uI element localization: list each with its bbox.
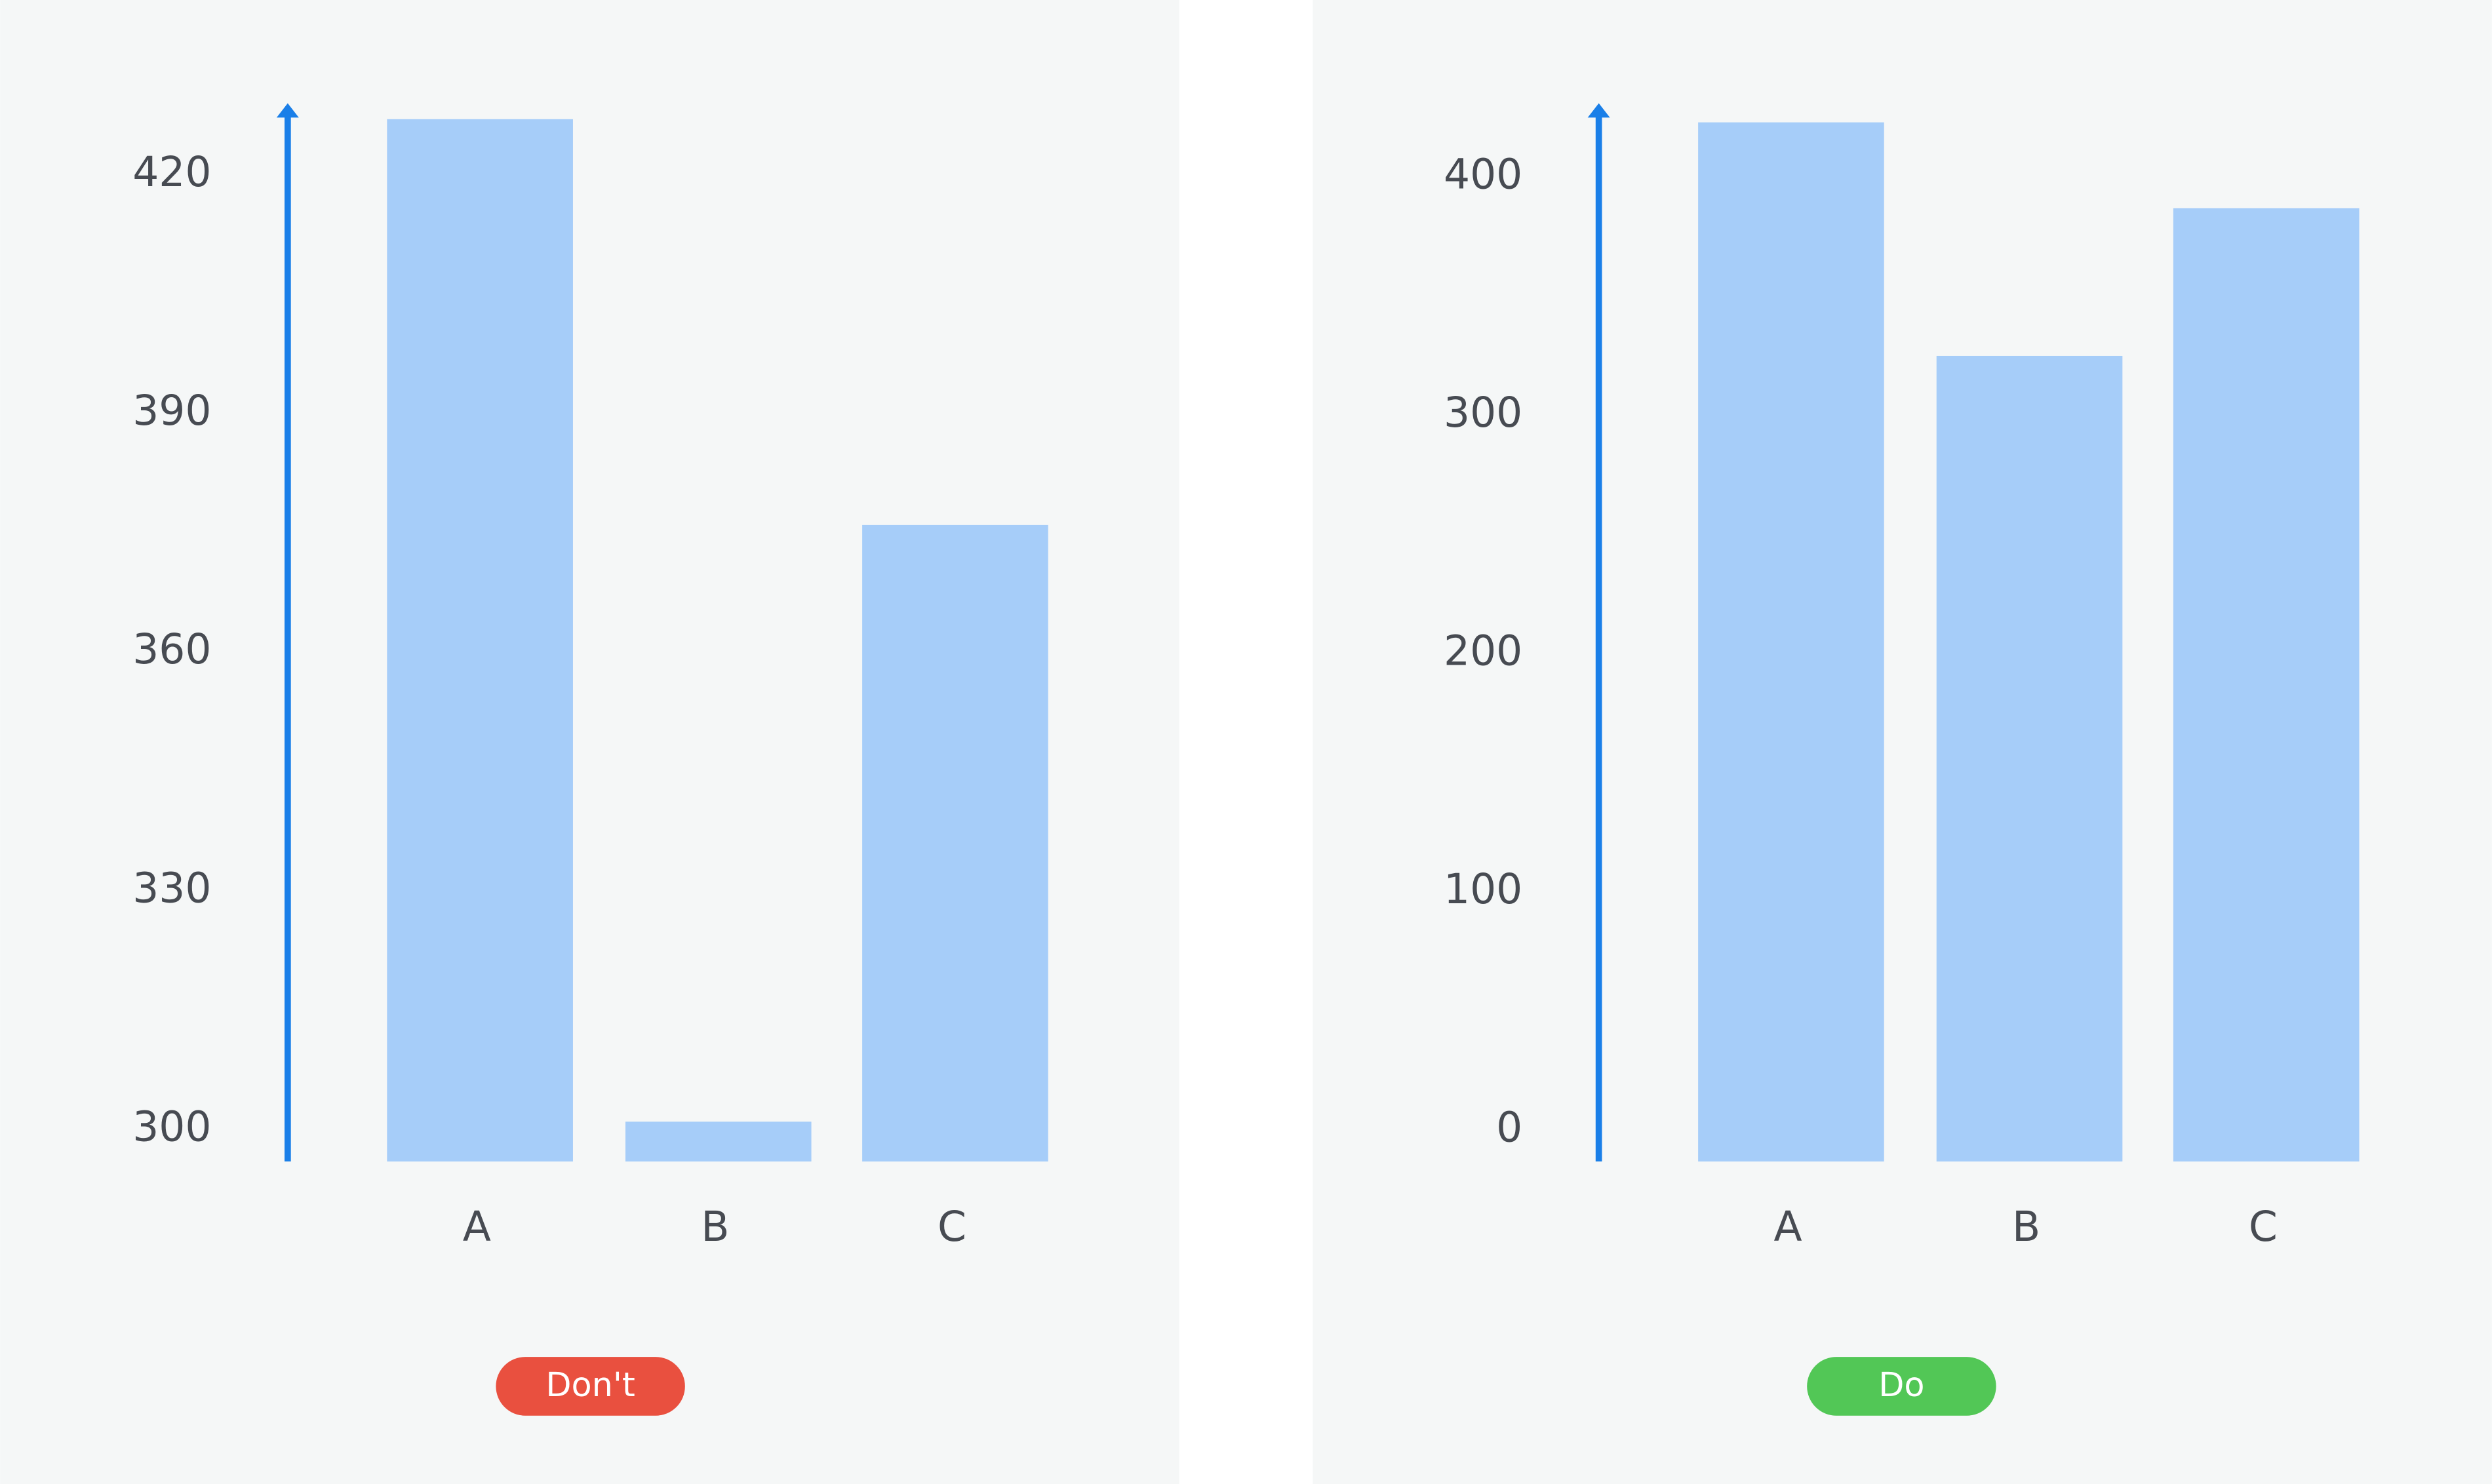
x-tick-label: C [2249, 1203, 2278, 1251]
x-tick-label: A [1774, 1203, 1802, 1251]
y-tick-label: 300 [132, 1103, 211, 1150]
annotation-label: Don't [545, 1366, 635, 1405]
bar [625, 1122, 812, 1162]
x-tick-label: C [938, 1203, 966, 1251]
y-tick-label: 400 [1444, 150, 1522, 198]
y-tick-label: 0 [1496, 1104, 1522, 1152]
y-tick-label: 200 [1444, 627, 1522, 675]
chart: 300 330 360 390 420 A B C Don't [132, 103, 1048, 1416]
bar [1936, 355, 2123, 1162]
x-tick-label: A [463, 1203, 491, 1251]
x-tick-label: B [2012, 1203, 2040, 1251]
bar [2173, 208, 2360, 1162]
annotation-badge [496, 1357, 685, 1416]
y-tick-label: 100 [1444, 865, 1522, 913]
x-tick-label: B [701, 1203, 729, 1251]
bar [862, 524, 1048, 1162]
chart: 0 100 200 300 400 A B C Do [1444, 103, 2360, 1416]
y-tick-label: 390 [132, 387, 211, 435]
bar [1698, 122, 1884, 1162]
y-tick-label: 420 [132, 148, 211, 196]
annotation-badge [1807, 1357, 1996, 1416]
bar [387, 119, 573, 1162]
y-axis-arrow [1587, 103, 1610, 118]
y-tick-label: 300 [1444, 389, 1522, 437]
y-tick-label: 360 [132, 625, 211, 673]
y-tick-label: 330 [132, 864, 211, 912]
y-axis-arrow [276, 103, 299, 118]
annotation-label: Do [1878, 1366, 1924, 1405]
